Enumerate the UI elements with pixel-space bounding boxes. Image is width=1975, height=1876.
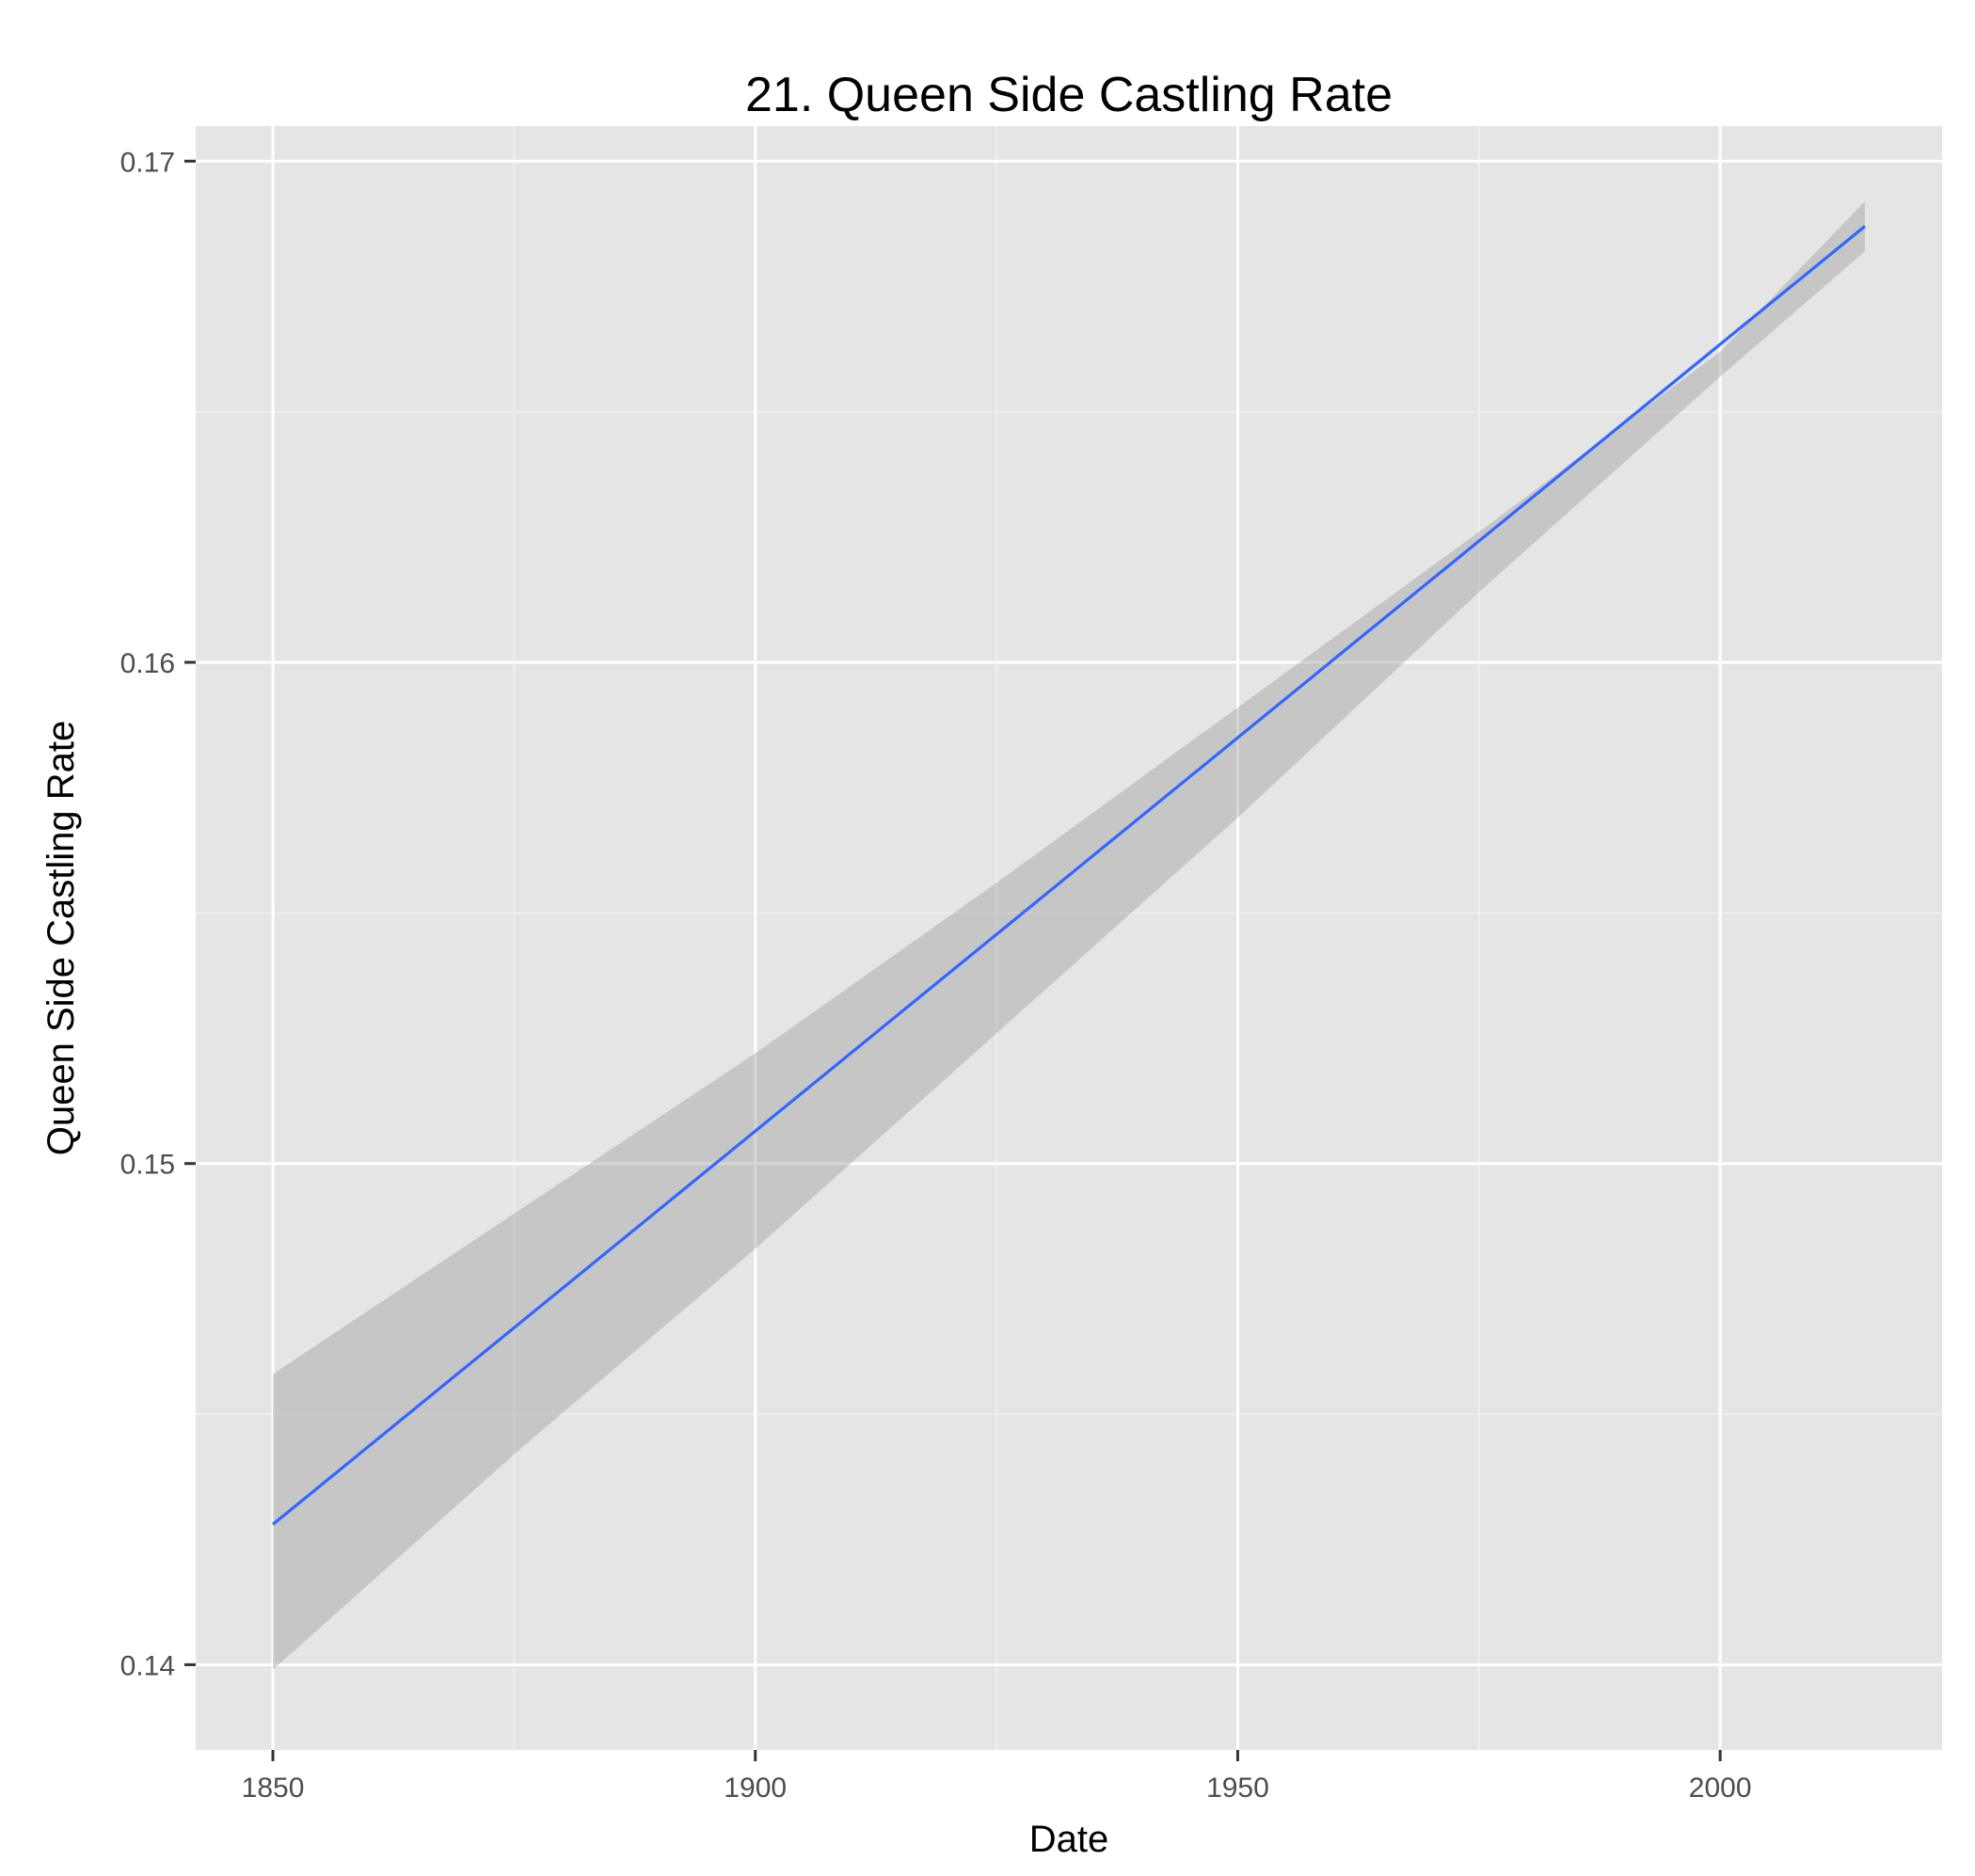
chart-title: 21. Queen Side Castling Rate [745,68,1393,122]
series-lines [272,225,1866,1526]
y-tick-label: 0.14 [120,1650,175,1681]
x-tick-label: 1950 [1206,1773,1269,1804]
y-axis-ticks: 0.14 0.15 0.16 0.17 [120,147,196,1681]
confidence-band-area [273,200,1865,1670]
confidence-band [273,200,1865,1670]
y-tick-label: 0.16 [120,648,175,679]
minor-grid [196,126,1942,1750]
panel-background [196,126,1942,1750]
y-axis-title: Queen Side Castling Rate [40,721,82,1156]
x-tick-label: 1850 [242,1773,305,1804]
trend-line [272,225,1866,1526]
y-tick-label: 0.17 [120,147,175,178]
x-axis-title: Date [1029,1819,1109,1860]
x-tick-label: 2000 [1689,1773,1752,1804]
y-tick-label: 0.15 [120,1150,175,1181]
major-grid [196,126,1942,1750]
x-tick-label: 1900 [724,1773,787,1804]
x-axis-ticks: 1850 1900 1950 2000 [242,1750,1752,1804]
